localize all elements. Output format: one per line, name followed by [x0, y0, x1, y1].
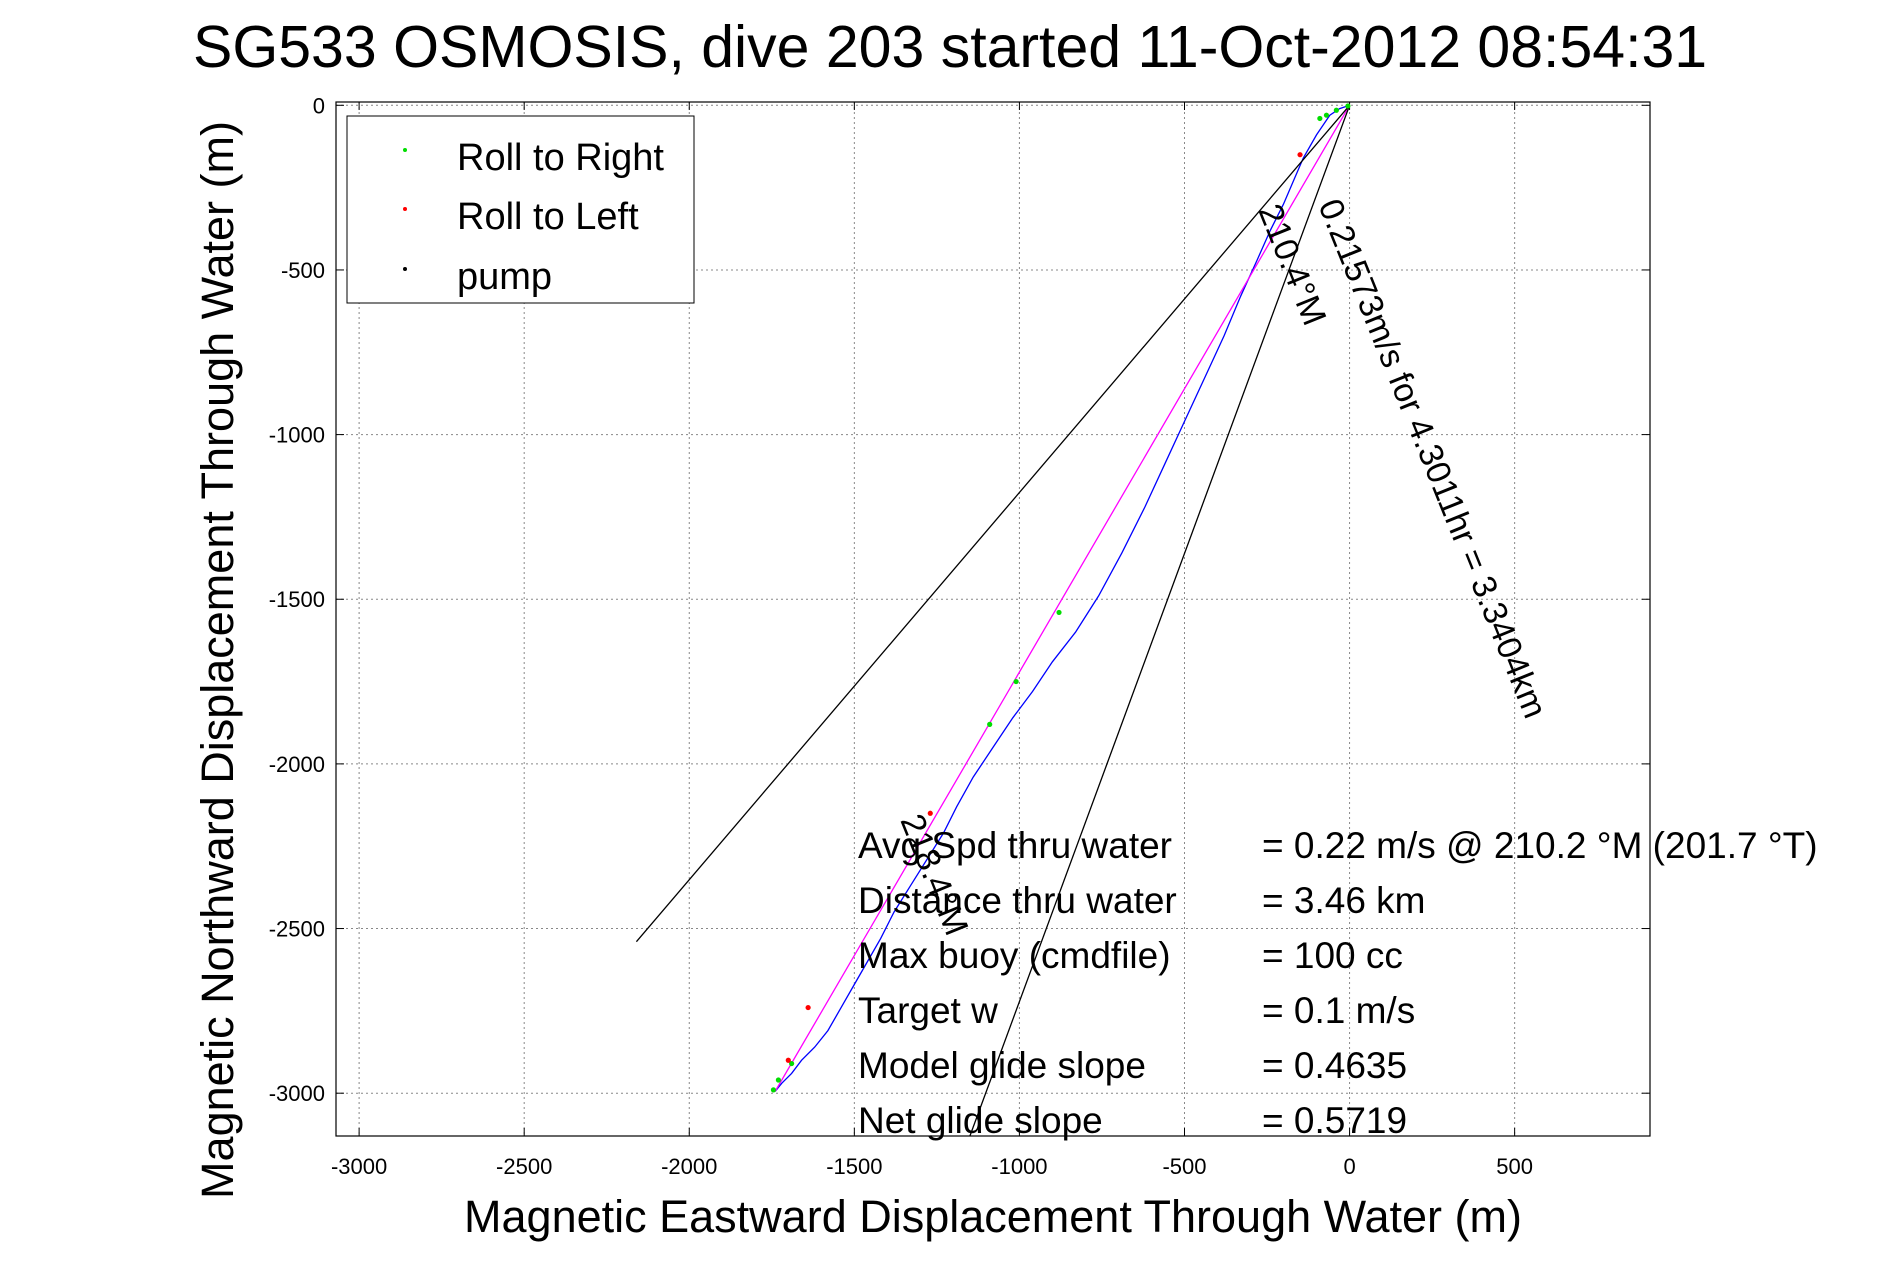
x-axis-label: Magnetic Eastward Displacement Through W…: [464, 1191, 1522, 1242]
point-roll-to-left: [805, 1004, 811, 1011]
stat-label-max-buoy: Max buoy (cmdfile): [858, 935, 1171, 976]
x-tick-label: -500: [1162, 1154, 1206, 1179]
y-tick-label: -3000: [269, 1081, 325, 1106]
stat-value-target-w: = 0.1 m/s: [1262, 990, 1415, 1031]
x-tick-label: -1000: [991, 1154, 1047, 1179]
legend-label-roll-left: Roll to Left: [457, 196, 639, 238]
legend: Roll to Right Roll to Left pump: [346, 115, 695, 304]
grid: [336, 102, 1650, 1136]
point-roll-to-left: [927, 810, 933, 816]
x-tick-label: 0: [1343, 1154, 1355, 1179]
series-line-track: [774, 104, 1350, 1092]
stat-label-avg-speed: Avg Spd thru water: [858, 825, 1172, 866]
point-roll-to-left: [1297, 152, 1303, 158]
legend-marker-roll-right: [403, 148, 407, 152]
stat-value-avg-speed: = 0.22 m/s @ 210.2 °M (201.7 °T): [1262, 825, 1818, 866]
stat-value-distance: = 3.46 km: [1262, 880, 1426, 921]
y-tick-label: -1500: [269, 587, 325, 612]
plot-frame: [335, 101, 1651, 1137]
point-roll-to-right: [770, 1087, 777, 1093]
point-roll-to-right: [1323, 112, 1330, 118]
stat-value-model-glide: = 0.4635: [1262, 1045, 1407, 1086]
legend-label-roll-right: Roll to Right: [457, 137, 664, 179]
y-tick-label: -1000: [269, 423, 325, 448]
point-roll-to-left: [785, 1057, 791, 1063]
point-roll-to-right: [1317, 115, 1323, 122]
point-roll-to-right: [789, 1060, 795, 1067]
x-tick-label: -3000: [331, 1154, 387, 1179]
point-roll-to-right: [987, 721, 993, 727]
x-tick-label: 500: [1496, 1154, 1533, 1179]
x-tick-label: -2000: [661, 1154, 717, 1179]
legend-label-pump: pump: [457, 256, 552, 298]
stat-label-model-glide: Model glide slope: [858, 1045, 1146, 1086]
stat-label-target-w: Target w: [858, 990, 998, 1031]
stat-value-net-glide: = 0.5719: [1262, 1100, 1407, 1141]
legend-marker-pump: [403, 267, 407, 271]
point-roll-to-right: [1013, 678, 1019, 685]
ticks: -3000 -2500 -2000 -1500 -1000 -500 0 500 0 -500 -1…: [269, 93, 1650, 1179]
point-roll-to-right: [1333, 107, 1339, 113]
legend-marker-roll-left: [403, 207, 407, 211]
x-tick-label: -1500: [826, 1154, 882, 1179]
stats-block: Avg Spd thru water = 0.22 m/s @ 210.2 °M…: [858, 825, 1818, 1141]
series-line-bearing-line-210.4: [969, 105, 1351, 1137]
x-tick-label: -2500: [496, 1154, 552, 1179]
point-roll-to-right: [1056, 609, 1062, 616]
y-axis-label: Magnetic Northward Displacement Through …: [192, 121, 243, 1199]
stat-value-max-buoy: = 100 cc: [1262, 935, 1403, 976]
point-roll-to-right: [775, 1077, 782, 1083]
y-tick-label: -2500: [269, 917, 325, 942]
series: [635, 103, 1351, 1137]
series-line-bearing-line-218.4: [635, 104, 1351, 943]
y-tick-label: 0: [313, 93, 325, 118]
chart-title: SG533 OSMOSIS, dive 203 started 11-Oct-2…: [193, 14, 1707, 80]
y-tick-label: -500: [281, 258, 325, 283]
stat-label-net-glide: Net glide slope: [858, 1100, 1103, 1141]
point-roll-to-right: [1345, 103, 1351, 109]
y-tick-label: -2000: [269, 752, 325, 777]
series-line-average-track: [774, 104, 1351, 1092]
stat-label-distance: Distance thru water: [858, 880, 1177, 921]
